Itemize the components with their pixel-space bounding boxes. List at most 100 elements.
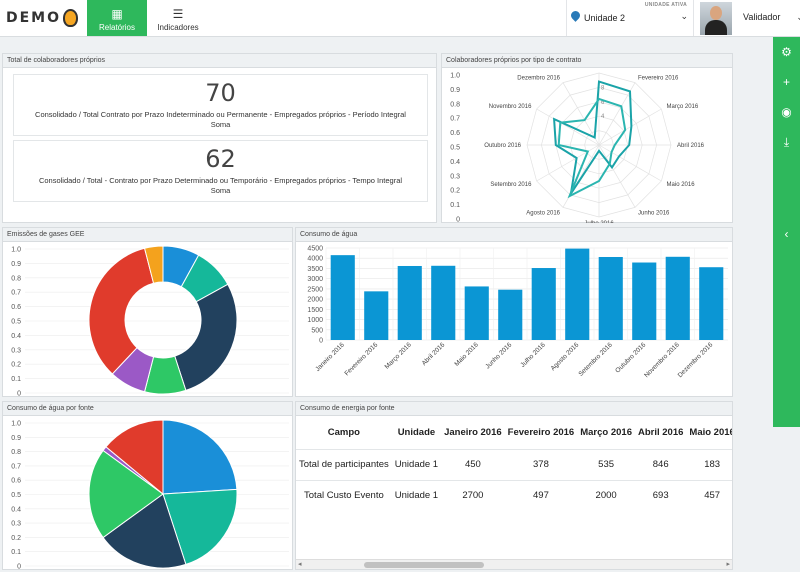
- avatar[interactable]: [700, 2, 732, 35]
- water-bar-chart: 0 500 1000 1500 2000 2500 3000 3500 4000 4500 Jane…: [307, 246, 728, 379]
- y-tick-label: 0.8: [11, 275, 21, 282]
- y-tick-label: 0.8: [11, 449, 21, 456]
- x-tick-label: Setembro 2016: [577, 341, 614, 378]
- location-pin-icon: [569, 9, 582, 22]
- water-panel: Consumo de água 0 500 1000 1500 2000 2500 3000…: [295, 227, 733, 397]
- radar-spoke: [598, 108, 662, 146]
- y-tick-label: 2000: [307, 297, 323, 304]
- table-cell: 457: [686, 479, 732, 511]
- radar-ring-label: 4: [601, 114, 605, 120]
- x-tick-label: Março 2016: [384, 341, 413, 370]
- panel-title: Consumo de água por fonte: [3, 402, 292, 416]
- x-tick-label: Novembro 2016: [643, 341, 681, 379]
- bar: [464, 286, 489, 340]
- table-cell: Unidade 1: [391, 479, 442, 511]
- y-tick-label: 500: [311, 327, 323, 334]
- download-icon[interactable]: ⤓: [783, 134, 790, 149]
- bar: [632, 262, 657, 340]
- table-cell: 378: [504, 448, 578, 480]
- x-tick-label: Agosto 2016: [550, 341, 581, 372]
- x-tick-label: Julho 2016: [519, 341, 547, 369]
- bar: [498, 289, 523, 340]
- dashboard-icon: ▦: [111, 7, 123, 21]
- y-tick-label: 0.2: [11, 362, 21, 369]
- scrollbar-thumb[interactable]: [364, 562, 484, 568]
- radar-category-label: Dezembro 2016: [517, 75, 560, 81]
- bar: [431, 265, 456, 340]
- user-menu[interactable]: Validador ⌄: [743, 12, 800, 23]
- scroll-left-icon[interactable]: ◂: [298, 561, 302, 568]
- y-tick-label: 1.0: [450, 73, 460, 80]
- column-header: Maio 2016: [689, 427, 732, 439]
- y-tick-label: 0: [17, 564, 21, 571]
- column-header: Março 2016: [580, 427, 632, 439]
- kpi-value: 70: [205, 79, 236, 107]
- radar-category-label: Novembro 2016: [489, 104, 532, 110]
- pie-slice: [162, 488, 238, 566]
- radar-category-label: Fevereiro 2016: [638, 75, 679, 81]
- radar-category-label: Abril 2016: [677, 143, 705, 149]
- y-tick-label: 0.4: [11, 333, 21, 340]
- water-source-panel: Consumo de água por fonte 0 0.1 0.2 0.3 0.4 0…: [2, 401, 293, 570]
- column-header: Campo: [327, 427, 360, 439]
- gear-icon[interactable]: ⚙: [781, 45, 792, 59]
- chevron-down-icon: ⌄: [680, 11, 688, 21]
- chevron-left-icon[interactable]: ‹: [784, 227, 789, 241]
- x-tick-label: Fevereiro 2016: [343, 341, 379, 377]
- radar-chart: 0 0.1 0.2 0.3 0.4 0.5 0.6 0.7 0.8 0.9 1.0 Janeiro 2…: [450, 69, 705, 223]
- horizontal-scrollbar[interactable]: ◂ ▸: [296, 559, 732, 569]
- column-header: Unidade: [397, 427, 436, 439]
- y-tick-label: 1.0: [11, 421, 21, 428]
- table-cell: Unidade 1: [391, 448, 442, 480]
- pie-slice: [174, 283, 238, 392]
- pie-slice: [105, 419, 164, 496]
- x-tick-label: Maio 2016: [453, 341, 480, 368]
- scroll-right-icon[interactable]: ▸: [726, 561, 730, 568]
- chevron-down-icon: ⌄: [796, 12, 800, 22]
- plus-icon[interactable]: +: [782, 75, 790, 89]
- y-tick-label: 0.5: [11, 319, 21, 326]
- ghg-donut-chart: 0 0.1 0.2 0.3 0.4 0.5 0.6 0.7 0.8 0.9 1.0: [11, 245, 289, 398]
- table-cell: 450: [441, 448, 505, 480]
- logo[interactable]: DEMO: [6, 7, 79, 29]
- y-tick-label: 0.7: [450, 116, 460, 123]
- y-tick-label: 0.6: [11, 478, 21, 485]
- y-tick-label: 4500: [307, 246, 323, 253]
- radar-ring-label: 8: [601, 85, 605, 91]
- bar: [665, 256, 690, 340]
- kpi-value: 62: [205, 145, 236, 173]
- y-tick-label: 0.2: [450, 188, 460, 195]
- energy-table: Campo Unidade Janeiro 2016 Fevereiro 201…: [296, 417, 732, 511]
- radar-spoke: [562, 82, 600, 146]
- radar-category-label: Janeiro 2016: [582, 69, 617, 71]
- y-tick-label: 0.4: [11, 506, 21, 513]
- kpi-label: Consolidado / Total - Contrato por Prazo…: [38, 176, 403, 195]
- y-tick-label: 0.2: [11, 535, 21, 542]
- sliders-icon: ☰: [172, 7, 184, 21]
- radar-ring-label: 6: [601, 100, 605, 106]
- column-header: Abril 2016: [637, 427, 684, 439]
- pie-slice: [88, 449, 164, 539]
- y-tick-label: 0.9: [450, 87, 460, 94]
- energy-panel: Consumo de energia por fonte Campo Unida…: [295, 401, 733, 570]
- lightbulb-icon: [63, 9, 79, 27]
- radar-spoke: [598, 82, 636, 146]
- y-tick-label: 3500: [307, 266, 323, 273]
- panel-title: Total de colaboradores próprios: [3, 54, 436, 68]
- tab-label: Indicadores: [157, 23, 199, 32]
- unit-value: Unidade 2: [584, 13, 626, 23]
- eye-icon[interactable]: ◉: [781, 105, 792, 119]
- tab-relatorios[interactable]: ▦ Relatórios: [87, 0, 147, 36]
- y-tick-label: 1500: [307, 307, 323, 314]
- unit-selector[interactable]: UNIDADE ATIVA Unidade 2 ⌄: [566, 0, 694, 36]
- radar-category-label: Julho 2016: [584, 221, 614, 223]
- user-name: Validador: [743, 12, 781, 22]
- y-tick-label: 2500: [307, 286, 323, 293]
- panel-title: Emissões de gases GEE: [3, 228, 292, 242]
- y-tick-label: 3000: [307, 276, 323, 283]
- tab-indicadores[interactable]: ☰ Indicadores: [148, 0, 208, 36]
- y-tick-label: 1000: [307, 317, 323, 324]
- table-cell: 535: [577, 448, 635, 480]
- y-tick-label: 0.7: [11, 463, 21, 470]
- y-tick-label: 0: [17, 391, 21, 398]
